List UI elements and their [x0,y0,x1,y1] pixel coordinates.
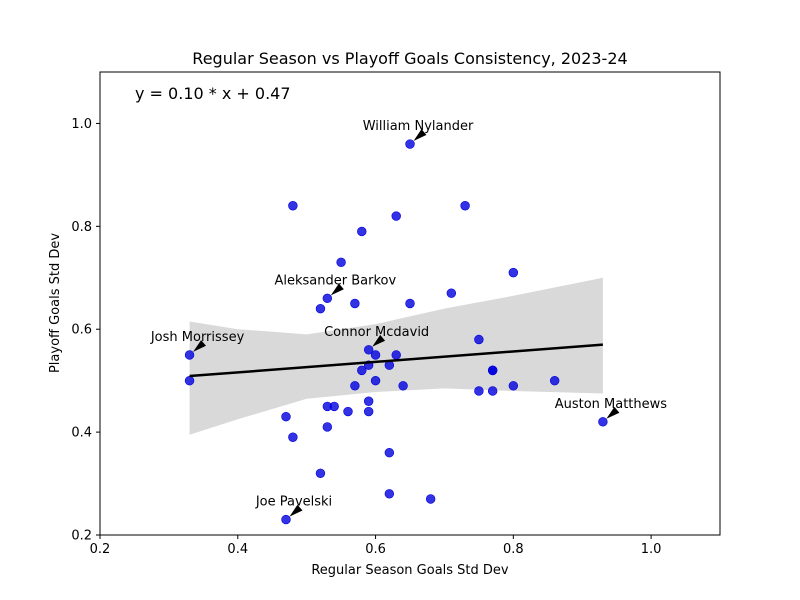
data-point [508,267,519,278]
data-point [363,345,374,355]
annotation-arrow [289,504,303,517]
data-point [446,288,457,298]
data-point [370,375,381,386]
data-point [474,386,484,396]
data-point [322,422,333,432]
data-point [281,514,291,525]
data-point [336,257,346,268]
x-tick-label: 1.0 [641,542,662,557]
x-tick-label: 0.6 [365,542,386,557]
y-axis-label: Playoff Goals Std Dev [48,233,63,373]
annotation-label: Josh Morrissey [150,330,245,345]
data-point [322,293,333,304]
annotation-arrow [193,340,206,352]
data-point [487,386,498,396]
data-point [363,396,374,406]
data-point [425,494,436,504]
x-tick-label: 0.2 [90,542,111,557]
chart-title: Regular Season vs Playoff Goals Consiste… [192,49,627,68]
data-point [315,468,326,478]
data-point [384,447,395,458]
annotation-arrow [413,129,427,141]
annotation-arrow [330,283,344,296]
data-point [357,226,367,237]
x-tick-label: 0.4 [227,542,248,557]
data-point [508,381,519,391]
data-point [384,489,395,499]
data-point [363,406,374,417]
y-tick-label: 0.4 [71,426,92,441]
data-point [315,303,326,314]
y-tick-label: 1.0 [71,117,92,132]
data-point [281,411,291,422]
regression-equation: y = 0.10 * x + 0.47 [135,84,291,103]
data-point [329,401,339,412]
y-tick-label: 0.8 [71,220,92,235]
x-tick-label: 0.8 [503,542,524,557]
annotation-label: Joe Pavelski [255,495,332,510]
data-point [474,334,484,345]
annotation-arrow [372,334,386,347]
data-point [391,350,401,360]
data-point [398,381,408,391]
annotation-label: Aleksander Barkov [274,273,396,288]
x-axis-label: Regular Season Goals Std Dev [311,563,509,578]
data-point [288,201,298,211]
data-point [405,298,415,309]
data-point [549,375,560,386]
data-point [343,406,353,417]
data-point [357,365,367,376]
data-point [598,417,608,427]
plot-area: William Nylander Aleksander Barkov Josh Mo… [71,71,721,557]
data-point [391,211,401,221]
annotation-arrow [606,406,620,419]
regression-line [189,343,603,378]
data-point [405,139,415,149]
data-point [460,201,470,211]
annotation-label: William Nylander [363,119,474,134]
data-point [350,381,360,391]
data-point [288,432,298,442]
y-tick-label: 0.2 [71,529,92,544]
data-point [370,350,381,360]
annotation-label: Connor Mcdavid [324,325,429,340]
data-point [184,350,195,360]
data-point [184,375,195,386]
data-point [350,298,360,309]
y-tick-label: 0.6 [71,323,92,338]
annotation-label: Auston Matthews [555,397,668,412]
data-point [487,365,498,376]
plot-frame [99,71,721,536]
